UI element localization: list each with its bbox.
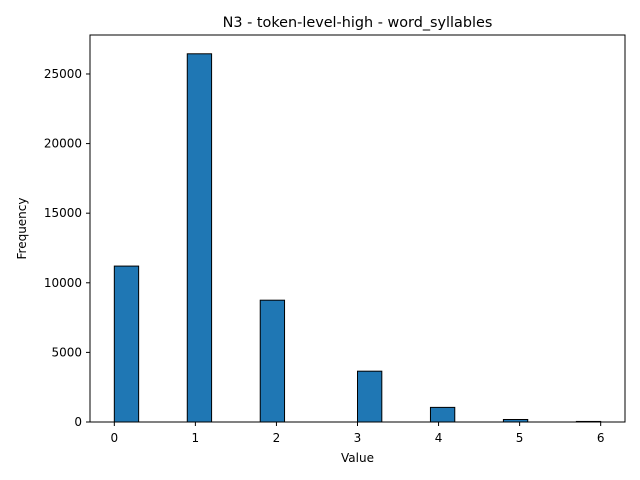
y-tick-label-5000: 5000 [51, 345, 82, 359]
y-tick-label-0: 0 [74, 415, 82, 429]
bars-group [113, 53, 602, 423]
x-axis-label: Value [341, 451, 374, 465]
x-tick-label-5: 5 [516, 431, 524, 445]
y-tick-label-25000: 25000 [44, 67, 82, 81]
x-tick-label-3: 3 [354, 431, 362, 445]
bar-1 [186, 53, 213, 423]
y-axis: 0 5000 10000 15000 20000 25000 [44, 67, 90, 429]
x-tick-label-0: 0 [110, 431, 118, 445]
y-tick-label-15000: 15000 [44, 206, 82, 220]
x-tick-label-6: 6 [597, 431, 605, 445]
y-tick-label-20000: 20000 [44, 137, 82, 151]
x-axis: 0 1 2 3 4 5 6 [110, 422, 605, 445]
plot-frame [89, 34, 626, 423]
y-tick-label-10000: 10000 [44, 276, 82, 290]
chart-title: N3 - token-level-high - word_syllables [223, 15, 493, 31]
x-tick-label-4: 4 [435, 431, 443, 445]
bar-4 [429, 406, 456, 423]
bar-3 [357, 370, 383, 423]
x-tick-label-1: 1 [192, 431, 200, 445]
bar-2 [259, 299, 286, 423]
y-axis-label: Frequency [15, 198, 29, 260]
bar-0 [113, 265, 140, 423]
x-tick-label-2: 2 [273, 431, 281, 445]
